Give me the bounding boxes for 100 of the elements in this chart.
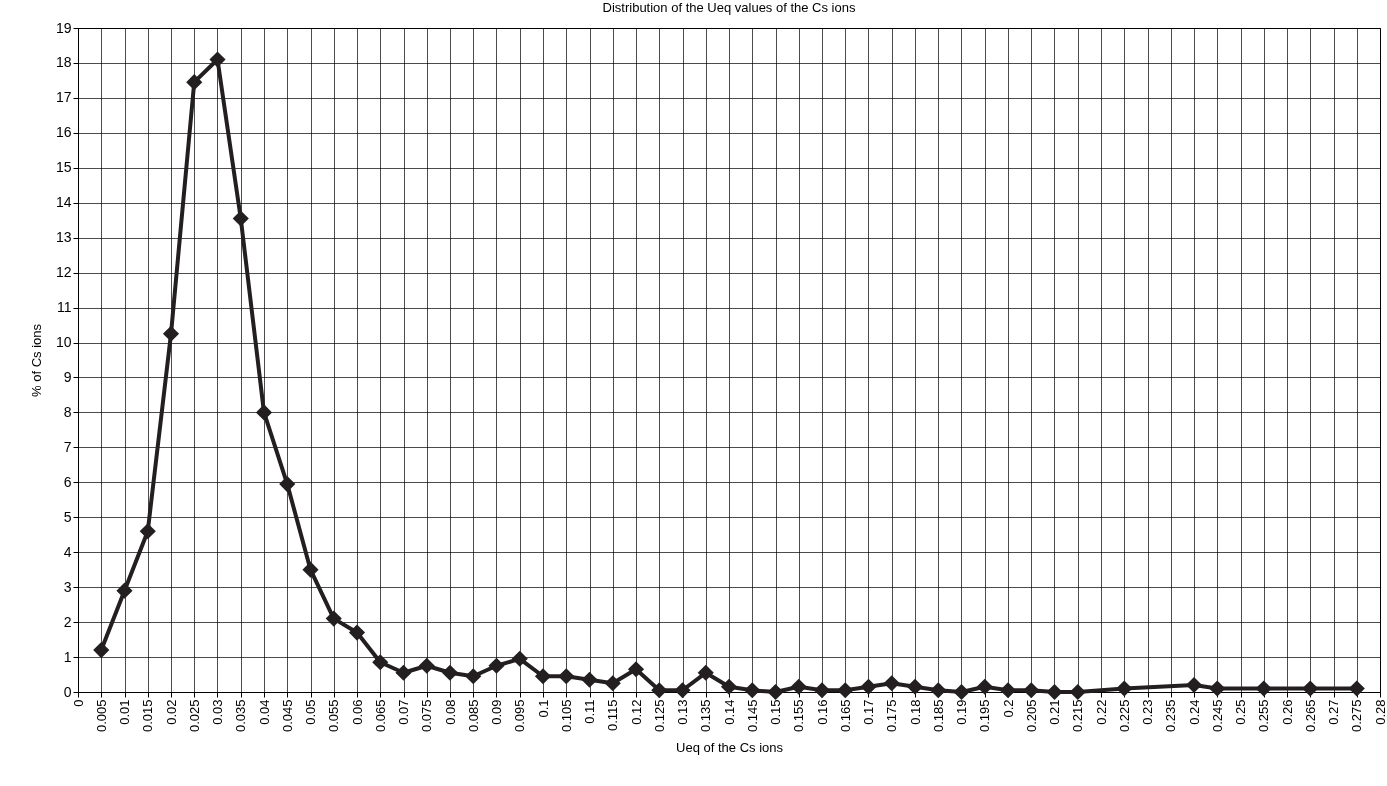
point <box>1255 680 1272 697</box>
y-tick-label: 8 <box>63 403 72 420</box>
x-tick-label: 0.215 <box>1070 699 1086 733</box>
point <box>604 675 621 692</box>
x-tick-label: 0.19 <box>954 699 969 725</box>
point <box>837 682 854 699</box>
x-tick-label: 0.085 <box>465 699 481 733</box>
x-tick-label: 0.235 <box>1163 699 1179 733</box>
point <box>232 210 249 227</box>
x-tick-label: 0.005 <box>93 699 109 733</box>
y-tick-label: 12 <box>55 264 72 281</box>
point <box>883 675 900 692</box>
x-tick-label: 0.115 <box>605 699 621 732</box>
point <box>1116 680 1133 697</box>
x-tick-label: 0.18 <box>907 699 923 725</box>
point <box>999 682 1017 699</box>
x-tick-label: 0.05 <box>303 699 318 725</box>
point <box>395 664 412 681</box>
point <box>255 404 273 421</box>
y-tick-label: 6 <box>63 473 72 490</box>
y-tick-label: 2 <box>63 613 72 630</box>
x-tick-label: 0.13 <box>675 699 690 725</box>
point <box>511 650 528 667</box>
point <box>581 671 598 688</box>
point <box>1069 683 1086 701</box>
y-tick-label: 15 <box>55 159 72 176</box>
x-tick-label: 0.04 <box>256 699 272 725</box>
x-tick-label: 0.1 <box>535 699 551 718</box>
chart-title: Distribution of the Ueq values of the Cs ions <box>602 0 856 15</box>
x-tick-label: 0.15 <box>768 699 783 725</box>
x-tick-label: 0.065 <box>372 699 388 733</box>
x-tick-label: 0.275 <box>1349 699 1365 733</box>
y-tick-label: 7 <box>63 438 72 455</box>
point <box>139 523 156 540</box>
point <box>976 678 993 695</box>
y-tick-label: 0 <box>63 683 72 700</box>
y-tick-label: 13 <box>55 229 72 246</box>
x-tick-label: 0.135 <box>698 699 714 733</box>
x-tick-label: 0.14 <box>721 699 737 725</box>
point <box>302 561 319 578</box>
point <box>325 610 342 627</box>
point <box>860 678 877 695</box>
x-tick-label: 0.025 <box>186 699 202 733</box>
point <box>558 668 575 685</box>
point <box>1302 680 1319 697</box>
y-axis-title: % of Cs ions <box>28 323 44 397</box>
y-tick-label: 19 <box>55 19 72 36</box>
y-tick-label: 14 <box>55 194 72 211</box>
x-tick-label: 0.28 <box>1372 699 1387 725</box>
point <box>1023 682 1040 699</box>
y-tick-label: 1 <box>63 648 72 665</box>
x-tick-label: 0.02 <box>163 699 179 725</box>
point <box>465 668 482 685</box>
point <box>534 668 552 685</box>
point <box>953 683 970 701</box>
x-tick-label: 0.06 <box>349 699 365 725</box>
y-tick-label: 11 <box>56 299 72 316</box>
x-tick-label: 0.105 <box>558 699 574 733</box>
point <box>767 683 784 701</box>
point <box>441 664 459 681</box>
point <box>930 682 947 699</box>
point <box>906 678 924 695</box>
x-tick-label: 0 <box>70 699 86 707</box>
x-tick-label: 0.175 <box>884 699 900 733</box>
x-tick-label: 0.165 <box>837 699 853 733</box>
x-tick-label: 0.25 <box>1233 699 1248 725</box>
x-tick-label: 0.24 <box>1186 699 1202 725</box>
x-tick-label: 0.21 <box>1047 699 1062 725</box>
point <box>1348 680 1365 697</box>
point <box>1046 683 1063 701</box>
x-axis-title: Ueq of the Cs ions <box>676 740 784 756</box>
x-tick-label: 0.045 <box>279 699 295 733</box>
y-tick-label: 17 <box>55 89 72 106</box>
x-tick-label: 0.145 <box>744 699 760 733</box>
point <box>279 476 296 493</box>
point <box>186 74 203 91</box>
point <box>372 654 389 671</box>
x-tick-label: 0.155 <box>791 699 807 733</box>
x-tick-label: 0.015 <box>140 699 156 733</box>
x-tick-label: 0.26 <box>1279 699 1295 725</box>
x-tick-label: 0.01 <box>117 699 132 725</box>
point <box>744 682 761 699</box>
y-tick-label: 16 <box>55 124 72 141</box>
x-tick-label: 0.27 <box>1326 699 1341 725</box>
point <box>1209 680 1226 697</box>
x-tick-label: 0.09 <box>489 699 504 725</box>
point <box>488 657 505 674</box>
point <box>348 624 366 641</box>
point <box>720 678 738 695</box>
x-tick-label: 0.225 <box>1116 699 1132 733</box>
point <box>674 682 691 699</box>
x-tick-label: 0.2 <box>1000 699 1016 718</box>
x-tick-label: 0.185 <box>930 699 946 733</box>
point <box>790 678 807 695</box>
point <box>209 51 226 68</box>
y-tick-label: 9 <box>63 368 72 385</box>
x-tick-label: 0.055 <box>326 699 342 733</box>
x-tick-label: 0.22 <box>1093 699 1109 725</box>
x-tick-label: 0.11 <box>582 699 597 724</box>
x-tick-label: 0.08 <box>442 699 458 725</box>
